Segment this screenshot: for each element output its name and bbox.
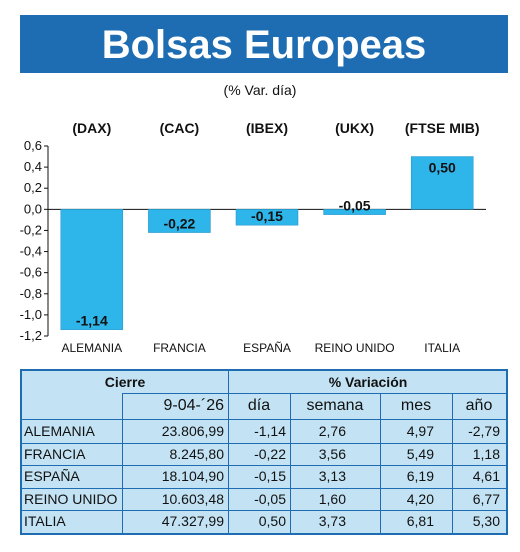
data-label: -1,14	[76, 313, 108, 329]
cell-dia: -0,05	[254, 490, 286, 507]
table-header-row: Cierre % Variación	[22, 371, 506, 393]
bar-chart: 0,6 0,4 0,2 0,0 -0,2 -0,4 -0,6 -0,8 -1,0 -1,2 -1,1…	[20, 120, 486, 355]
cell-cierre: 8.245,80	[169, 445, 225, 462]
cell-mes: 5,49	[406, 445, 434, 462]
category-label: FRANCIA	[153, 341, 206, 355]
cell-country: FRANCIA	[24, 445, 86, 462]
y-tick-label: -1,0	[20, 307, 42, 322]
cell-cierre: 23.806,99	[161, 423, 224, 439]
header-variacion: % Variación	[328, 374, 408, 390]
table-row: ALEMANIA 23.806,99 -1,14 2,76 4,97 -2,79	[22, 420, 506, 443]
row-divider	[22, 465, 506, 467]
y-tick-label: -0,8	[20, 286, 42, 301]
category-label: ALEMANIA	[61, 341, 122, 355]
index-label: (IBEX)	[246, 120, 288, 136]
cell-anio: -2,79	[468, 423, 500, 439]
bar	[410, 156, 474, 210]
index-label: (CAC)	[160, 120, 200, 136]
y-tick-label: -0,4	[20, 244, 42, 259]
col-sep	[380, 394, 381, 533]
y-tick-label: -1,2	[20, 328, 42, 343]
chart-subtitle: (% Var. día)	[223, 82, 297, 98]
title-banner: Bolsas Europeas	[20, 15, 508, 73]
table-row: ITALIA 47.327,99 0,50 3,73 6,81 5,30	[22, 510, 506, 533]
table-subheader-row: 9-04-´26 día semana mes año	[22, 394, 506, 418]
bar	[148, 209, 211, 233]
cell-dia: -0,22	[254, 445, 286, 462]
col-sep	[452, 394, 453, 533]
category-label: REINO UNIDO	[315, 341, 395, 355]
cell-cierre: 47.327,99	[161, 513, 224, 530]
cell-country: ALEMANIA	[24, 423, 95, 439]
category-label: ITALIA	[424, 341, 460, 355]
y-tick-label: 0,4	[24, 159, 42, 174]
cell-anio: 1,18	[472, 445, 500, 462]
y-tick-label: -0,2	[20, 222, 42, 237]
chart-title: Bolsas Europeas	[101, 23, 427, 67]
data-label: 0,50	[429, 160, 456, 176]
table-row: REINO UNIDO 10.603,48 -0,05 1,60 4,20 6,77	[22, 488, 506, 511]
header-cierre: Cierre	[104, 374, 146, 390]
bar	[235, 209, 299, 226]
cell-anio: 6,77	[472, 490, 500, 507]
col-sep	[122, 394, 123, 533]
table-row: FRANCIA 8.245,80 -0,22 3,56 5,49 1,18	[22, 443, 506, 466]
cell-semana: 3,13	[318, 468, 346, 485]
stock-table: Cierre % Variación 9-04-´26 día semana m…	[20, 369, 508, 535]
cell-anio: 4,61	[472, 468, 500, 485]
cell-dia: -1,14	[254, 423, 286, 439]
cell-country: ITALIA	[24, 513, 66, 530]
cell-mes: 6,81	[406, 513, 434, 530]
header-anio: año	[465, 397, 493, 414]
header-date: 9-04-´26	[163, 397, 224, 414]
cell-cierre: 18.104,90	[161, 468, 224, 485]
index-label: (FTSE MIB)	[405, 120, 480, 136]
cell-semana: 1,60	[318, 490, 346, 507]
data-label: -0,05	[339, 198, 371, 214]
cell-semana: 2,76	[318, 423, 346, 439]
cell-anio: 5,30	[472, 513, 500, 530]
header-divider	[122, 393, 506, 394]
y-tick-label: -0,6	[20, 265, 42, 280]
cell-mes: 6,19	[406, 468, 434, 485]
y-tick-label: 0,6	[24, 138, 42, 153]
data-label: -0,22	[163, 216, 195, 232]
index-label: (DAX)	[72, 120, 111, 136]
cell-mes: 4,20	[406, 490, 434, 507]
y-tick-label: 0,2	[24, 180, 42, 195]
cell-cierre: 10.603,48	[161, 490, 224, 507]
y-tick-label: 0,0	[24, 201, 42, 216]
row-divider	[22, 510, 506, 512]
col-sep	[228, 371, 229, 533]
index-label: (UKX)	[335, 120, 374, 136]
cell-dia: -0,15	[254, 468, 286, 485]
row-divider	[22, 487, 506, 489]
header-mes: mes	[400, 397, 432, 414]
bar	[60, 209, 124, 330]
header-dia: día	[247, 397, 271, 414]
cell-dia: 0,50	[258, 513, 286, 530]
data-label: -0,15	[251, 208, 283, 224]
category-label: ESPAÑA	[243, 341, 291, 355]
header-semana: semana	[306, 397, 364, 414]
cell-semana: 3,73	[318, 513, 346, 530]
col-sep	[290, 394, 291, 533]
row-divider	[22, 442, 506, 444]
cell-semana: 3,56	[318, 445, 346, 462]
table-row: ESPAÑA 18.104,90 -0,15 3,13 6,19 4,61	[22, 465, 506, 488]
cell-country: REINO UNIDO	[24, 490, 118, 507]
bar	[323, 209, 386, 215]
header-bottom-line	[22, 419, 506, 420]
cell-mes: 4,97	[406, 423, 434, 439]
cell-country: ESPAÑA	[24, 468, 80, 485]
